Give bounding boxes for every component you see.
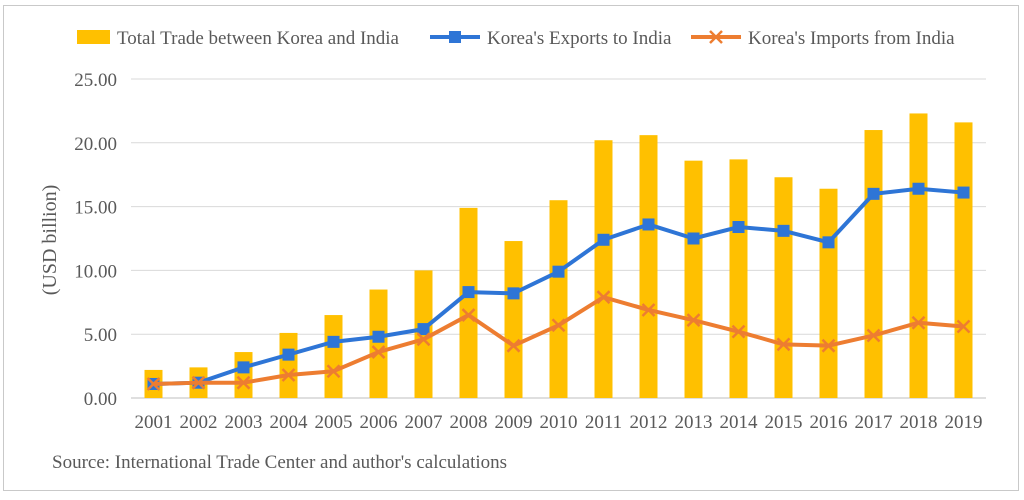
bar-total-trade xyxy=(729,159,748,398)
x-tick-label: 2015 xyxy=(765,412,803,433)
line-series xyxy=(146,182,971,391)
legend-marker-square xyxy=(449,31,461,43)
marker-imports xyxy=(731,324,746,339)
y-tick-label: 0.00 xyxy=(84,389,117,410)
marker-exports xyxy=(822,236,835,249)
y-axis-label: (USD billion) xyxy=(39,185,61,296)
marker-imports xyxy=(416,332,431,347)
x-tick-label: 2017 xyxy=(855,412,893,433)
x-tick-labels: 2001 2002 2003 2004 2005 2006 2007 2008 2009 2010… xyxy=(135,412,983,433)
marker-exports xyxy=(777,224,790,237)
legend-label: Total Trade between Korea and India xyxy=(117,28,400,49)
y-tick-label: 10.00 xyxy=(74,261,117,282)
marker-imports xyxy=(281,368,296,382)
x-tick-label: 2013 xyxy=(675,412,713,433)
x-tick-label: 2005 xyxy=(315,412,353,433)
marker-imports xyxy=(551,318,566,333)
marker-exports xyxy=(282,348,295,361)
bar-total-trade xyxy=(279,332,298,398)
marker-imports xyxy=(596,290,611,305)
x-tick-label: 2012 xyxy=(630,412,668,433)
y-tick-label: 20.00 xyxy=(74,134,117,155)
x-tick-label: 2002 xyxy=(180,412,218,433)
bar-series xyxy=(144,113,973,399)
marker-exports xyxy=(912,182,925,195)
marker-exports xyxy=(507,287,520,300)
marker-exports xyxy=(417,323,430,336)
x-tick-label: 2016 xyxy=(810,412,848,433)
marker-imports xyxy=(776,337,791,352)
x-tick-label: 2006 xyxy=(360,412,398,433)
marker-imports xyxy=(191,375,206,390)
x-tick-label: 2001 xyxy=(135,412,173,433)
bar-total-trade xyxy=(819,188,838,398)
legend-label: Korea's Imports from India xyxy=(748,28,955,49)
bar-total-trade xyxy=(459,207,478,398)
bar-total-trade xyxy=(549,200,568,398)
x-tick-label: 2010 xyxy=(540,412,578,433)
marker-exports xyxy=(552,265,565,278)
marker-imports xyxy=(956,319,971,334)
legend-swatch-bar xyxy=(77,30,110,44)
x-tick-label: 2008 xyxy=(450,412,488,433)
marker-imports xyxy=(506,338,521,353)
marker-imports xyxy=(641,303,656,317)
y-tick-label: 25.00 xyxy=(74,70,117,91)
marker-exports xyxy=(867,187,880,200)
bar-total-trade xyxy=(774,177,793,398)
marker-exports xyxy=(732,221,745,234)
bar-total-trade xyxy=(684,160,703,398)
legend-label: Korea's Exports to India xyxy=(487,28,672,49)
marker-imports xyxy=(866,328,881,343)
marker-exports xyxy=(642,218,655,231)
marker-imports xyxy=(686,313,701,328)
x-tick-label: 2007 xyxy=(405,412,443,433)
bar-total-trade xyxy=(369,289,388,398)
marker-exports xyxy=(327,335,340,348)
marker-imports xyxy=(821,338,836,353)
x-tick-label: 2004 xyxy=(270,412,309,433)
legend-marker-x xyxy=(709,30,723,44)
marker-imports xyxy=(236,375,251,390)
marker-exports xyxy=(957,186,970,199)
x-tick-label: 2003 xyxy=(225,412,263,433)
x-tick-label: 2011 xyxy=(585,412,622,433)
gridlines xyxy=(131,78,986,399)
marker-imports xyxy=(146,377,161,391)
bar-total-trade xyxy=(324,315,343,398)
bar-total-trade xyxy=(234,352,253,398)
source-note: Source: International Trade Center and a… xyxy=(52,452,508,473)
x-tick-label: 2009 xyxy=(495,412,533,433)
bar-total-trade xyxy=(639,135,658,399)
bar-total-trade xyxy=(954,122,973,398)
marker-exports xyxy=(237,361,250,374)
legend: Total Trade between Korea and India Korea… xyxy=(77,28,955,49)
y-tick-labels: 0.00 5.00 10.00 15.00 20.00 25.00 xyxy=(74,70,117,410)
y-tick-label: 15.00 xyxy=(74,198,117,219)
x-tick-label: 2018 xyxy=(900,412,938,433)
y-tick-label: 5.00 xyxy=(84,325,117,346)
x-tick-label: 2014 xyxy=(720,412,759,433)
x-tick-label: 2019 xyxy=(945,412,983,433)
bar-total-trade xyxy=(504,241,523,398)
marker-imports xyxy=(461,308,476,322)
marker-exports xyxy=(687,232,700,245)
marker-exports xyxy=(462,286,475,299)
marker-exports xyxy=(372,330,385,343)
marker-exports xyxy=(597,233,610,246)
bar-total-trade xyxy=(594,140,613,399)
marker-imports xyxy=(326,364,341,379)
bar-total-trade xyxy=(864,130,883,399)
marker-imports xyxy=(371,345,386,359)
bar-total-trade xyxy=(909,113,928,399)
marker-imports xyxy=(911,315,926,330)
